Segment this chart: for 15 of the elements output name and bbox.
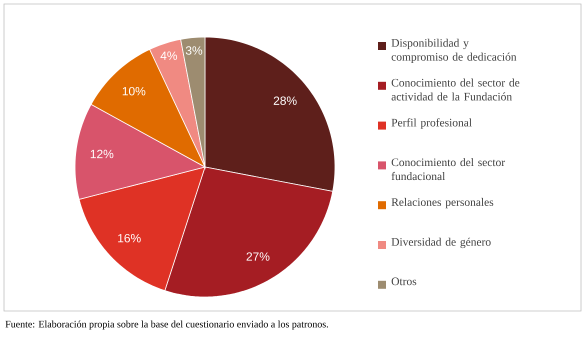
data-label: 4% xyxy=(160,52,178,60)
data-label: 28% xyxy=(274,96,297,105)
legend-label: Otros xyxy=(392,278,416,286)
legend-label: Conocimiento del sector de actividad de la Fundación xyxy=(392,78,520,101)
data-label: 12% xyxy=(90,150,114,158)
source-note: Fuente: Elaboración propia sobre la base del cuestionario enviado a los patronos. xyxy=(5,320,328,330)
legend-label: Relaciones personales xyxy=(392,198,494,208)
legend-label: Conocimiento del sector fundacional xyxy=(392,158,506,180)
data-label: 10% xyxy=(122,86,146,96)
legend-label: Disponibilidad y compromiso de dedicación xyxy=(392,38,516,64)
legend-label: Perfil profesional xyxy=(392,118,472,129)
data-label: 3% xyxy=(186,46,202,55)
data-label: 16% xyxy=(118,234,141,242)
data-label: 27% xyxy=(246,252,270,261)
legend-label: Diversidad de género xyxy=(392,238,491,248)
